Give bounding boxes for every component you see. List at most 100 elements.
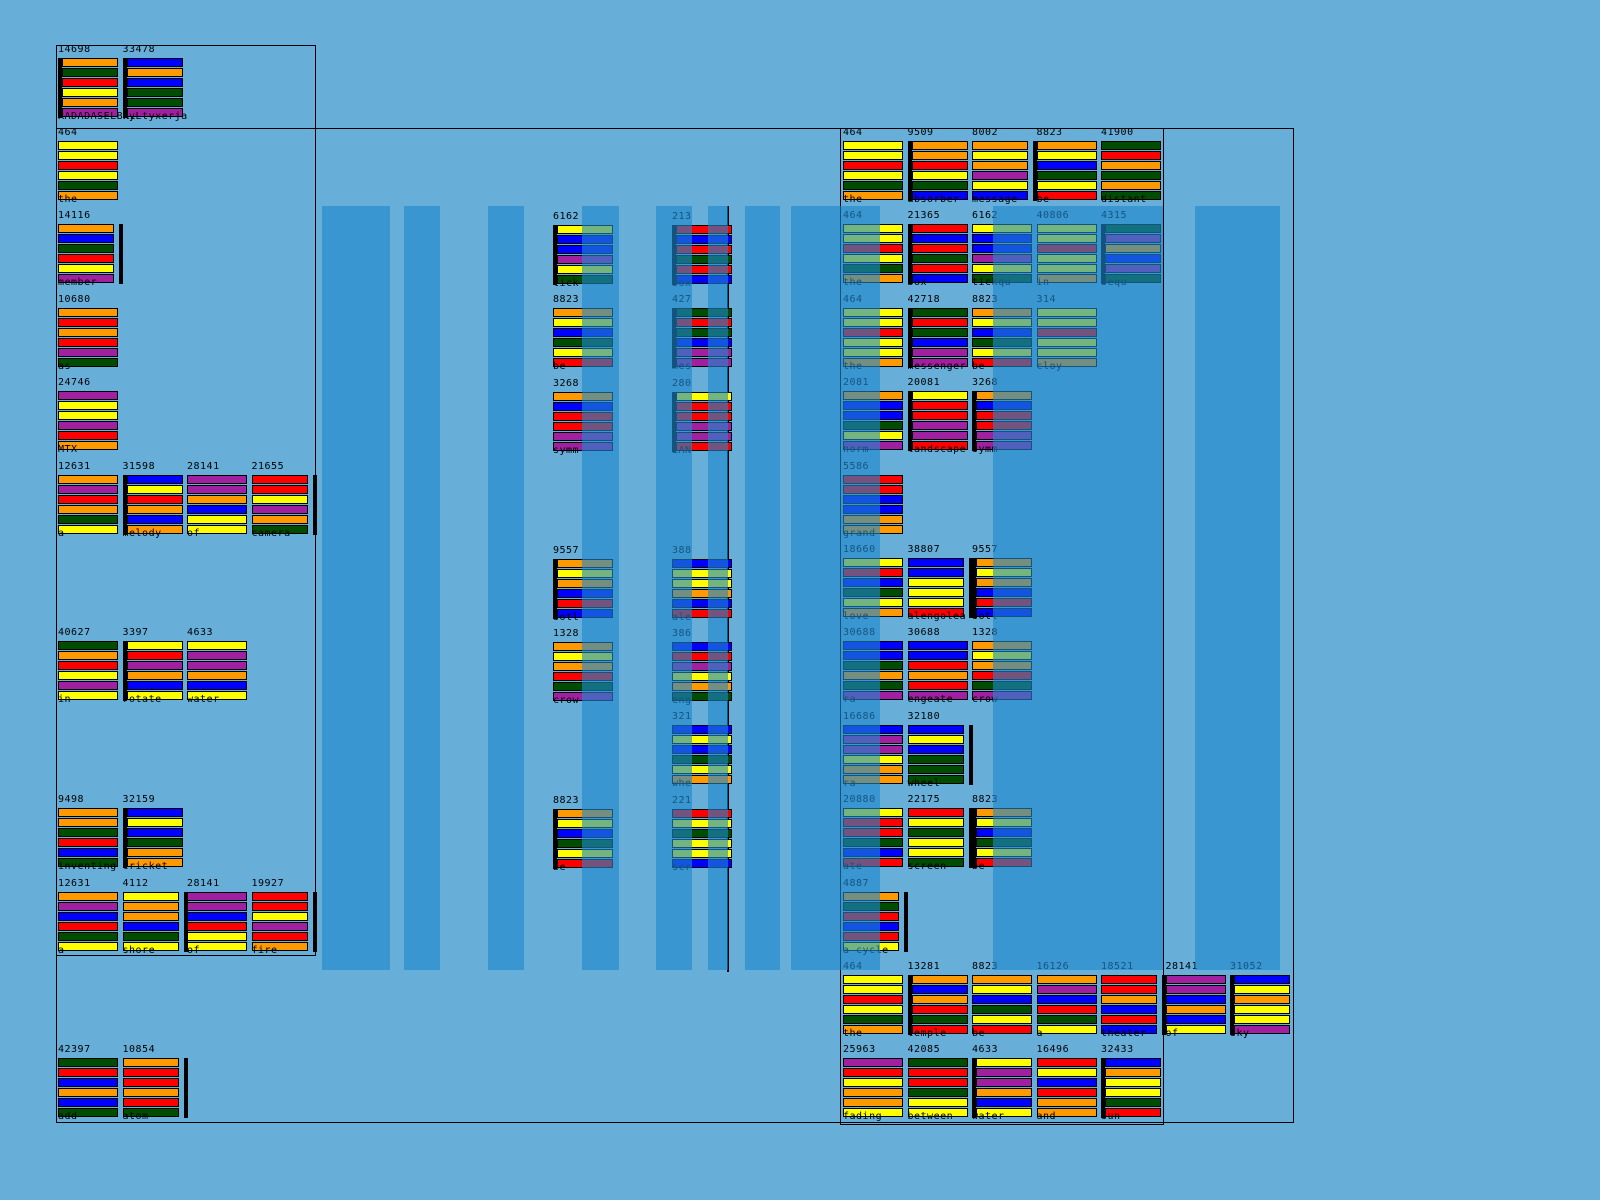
tile-bars xyxy=(1036,1058,1098,1118)
color-bar xyxy=(843,151,903,160)
word-tile: 8823 be xyxy=(972,962,1034,1044)
word-tile: 31052 sky xyxy=(1230,962,1292,1044)
tile-bars xyxy=(187,891,248,952)
color-bar xyxy=(62,78,118,87)
tile-bars xyxy=(58,141,119,201)
color-bar xyxy=(1036,254,1097,264)
color-bar xyxy=(1234,975,1290,984)
color-bar xyxy=(187,921,247,931)
word-tile: 16496 and xyxy=(1036,1045,1099,1127)
color-bar xyxy=(676,338,732,348)
tile-label: shore xyxy=(122,944,156,956)
color-bar xyxy=(676,348,732,358)
tile-bars xyxy=(1036,224,1098,284)
color-bar xyxy=(843,161,903,170)
tile-bars xyxy=(843,641,904,701)
tile-value: 3268 xyxy=(972,377,999,389)
tile-bars xyxy=(1165,975,1227,1035)
color-bar xyxy=(843,911,899,921)
color-bar xyxy=(187,651,247,661)
color-bar xyxy=(911,975,968,984)
color-bar xyxy=(843,764,903,774)
color-bar xyxy=(553,652,613,661)
tile-bars xyxy=(122,641,188,702)
tile-label: theater xyxy=(1101,1028,1147,1039)
color-bar xyxy=(1105,264,1161,274)
tile-value: 21365 xyxy=(907,210,941,222)
tile-value: 427 xyxy=(672,294,692,306)
color-bar xyxy=(187,931,247,941)
color-bar xyxy=(907,651,968,661)
tile-value: 8823 xyxy=(1036,127,1063,138)
tile-label: be xyxy=(972,360,986,372)
tile-value: 21655 xyxy=(251,460,285,472)
word-tile: 30688 engeate xyxy=(907,628,970,710)
color-bar xyxy=(126,514,183,524)
color-bar xyxy=(126,484,183,494)
word-tile: 4887 a cycle xyxy=(843,877,908,961)
color-bar xyxy=(126,88,183,97)
color-bar xyxy=(58,848,118,858)
color-bar xyxy=(557,838,613,848)
color-bar xyxy=(843,327,903,337)
color-bar xyxy=(976,1088,1032,1098)
color-bar xyxy=(58,818,118,828)
color-bar xyxy=(907,838,964,848)
color-bar xyxy=(126,681,183,691)
color-bar xyxy=(672,568,732,578)
color-bar xyxy=(58,1078,118,1087)
color-bar xyxy=(553,401,613,411)
color-bar xyxy=(58,431,118,441)
color-bar xyxy=(187,901,247,911)
tile-value: 464 xyxy=(843,127,863,138)
word-tile: 10680 as xyxy=(58,294,120,377)
color-bar xyxy=(58,941,118,951)
color-bar xyxy=(911,234,968,244)
tile-label: be xyxy=(553,861,567,873)
color-bar xyxy=(553,642,613,651)
color-bar xyxy=(1101,995,1157,1004)
tile-value: 4887 xyxy=(843,877,870,889)
tile-bars xyxy=(907,307,973,368)
color-bar xyxy=(58,254,114,264)
tile-value: 9557 xyxy=(972,544,999,555)
color-bar xyxy=(972,224,1032,234)
tile-bars xyxy=(58,391,119,451)
color-bar xyxy=(907,1078,968,1088)
tile-bars xyxy=(122,58,188,118)
tile-value: 42718 xyxy=(907,293,941,305)
color-bar xyxy=(187,504,247,514)
color-bar xyxy=(843,975,903,984)
tile-label: wheel xyxy=(907,777,941,789)
color-bar xyxy=(976,838,1032,848)
color-bar xyxy=(126,524,183,534)
tile-label: between xyxy=(907,1111,954,1123)
color-bar xyxy=(676,391,732,401)
tile-value: 20880 xyxy=(843,794,876,806)
tile-value: 280 xyxy=(672,377,692,389)
color-bar xyxy=(58,921,118,931)
color-bar xyxy=(911,274,968,284)
color-bar xyxy=(911,421,968,431)
color-bar xyxy=(58,357,118,367)
tile-label: landscape xyxy=(907,444,967,456)
color-bar xyxy=(843,307,903,317)
tile-label: MTX xyxy=(58,444,78,456)
color-bar xyxy=(1105,1088,1161,1098)
color-bar xyxy=(557,255,613,264)
tile-value: 20081 xyxy=(907,377,941,389)
color-bar xyxy=(187,494,247,504)
tile-label: absorber xyxy=(907,194,960,205)
color-bar xyxy=(907,744,964,754)
word-tile: 388 ale xyxy=(672,545,734,628)
color-bar xyxy=(672,598,732,608)
color-bar xyxy=(1165,975,1226,984)
tile-label: melody xyxy=(122,527,162,539)
color-bar xyxy=(1105,1068,1161,1078)
color-bar xyxy=(907,1058,968,1068)
tile-bars xyxy=(251,891,317,952)
tile-value: 28141 xyxy=(187,877,220,889)
color-bar xyxy=(676,225,732,234)
tile-value: 9509 xyxy=(907,127,934,138)
color-bar xyxy=(672,828,732,838)
